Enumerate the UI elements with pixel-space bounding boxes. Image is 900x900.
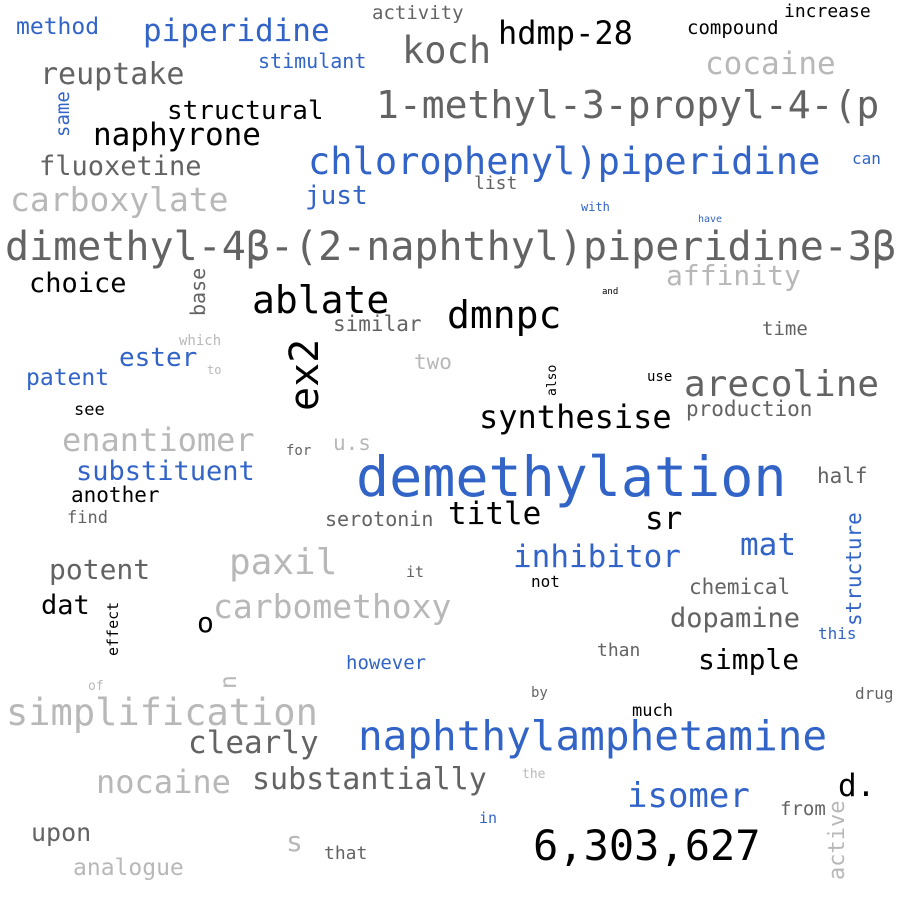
word-patent: patent (26, 365, 110, 391)
word-see: see (74, 400, 105, 420)
word-simplification: simplification (6, 691, 318, 734)
word-mat: mat (740, 527, 796, 563)
word-demethylation: demethylation (356, 445, 787, 509)
word-activity: activity (372, 2, 464, 24)
word-dimethyl-naphthyl-piperidine: dimethyl-4β-(2-naphthyl)piperidine-3β (5, 224, 897, 270)
word-naphyrone: naphyrone (93, 117, 261, 153)
word-it: it (406, 563, 425, 581)
word-sr: sr (645, 501, 683, 537)
word-with: with (581, 200, 610, 214)
word-nocaine: nocaine (96, 763, 231, 801)
word-compound: compound (687, 17, 779, 39)
word-substituent: substituent (76, 456, 255, 487)
word-structural: structural (167, 96, 324, 126)
word-time: time (762, 318, 808, 340)
word-o: o (197, 606, 214, 639)
word-use: use (647, 369, 673, 385)
word-enantiomer: enantiomer (62, 421, 255, 459)
word-have: have (698, 214, 723, 225)
word-clearly: clearly (188, 725, 319, 761)
word-by: by (531, 685, 548, 701)
word-active: active (825, 800, 850, 880)
word-inhibitor: inhibitor (513, 539, 681, 575)
word-fluoxetine: fluoxetine (39, 151, 202, 182)
word-also: also (545, 364, 560, 396)
word-however: however (346, 652, 427, 674)
word-drug: drug (855, 684, 894, 703)
word-ex2: ex2 (282, 338, 328, 411)
word-choice: choice (29, 268, 127, 299)
word-affinity: affinity (666, 259, 801, 292)
word-base: base (186, 267, 210, 316)
word-dopamine: dopamine (670, 603, 801, 634)
word-arecoline: arecoline (684, 364, 880, 405)
word-synthesise: synthesise (479, 398, 672, 436)
word-find: find (67, 508, 108, 528)
word-this: this (818, 624, 857, 643)
word-chemical: chemical (689, 575, 791, 599)
word-structure: structure (842, 512, 866, 626)
word-method: method (16, 14, 100, 40)
word-paxil: paxil (229, 542, 338, 583)
word-isomer: isomer (627, 776, 750, 816)
word-not: not (531, 572, 560, 591)
word-upon: upon (31, 818, 92, 847)
word-that: that (324, 843, 368, 864)
word-substantially: substantially (252, 762, 487, 797)
word-ablate: ablate (252, 278, 390, 322)
word-serotonin: serotonin (325, 507, 434, 531)
word-piperidine: piperidine (143, 13, 330, 49)
word-chlorophenyl-piperidine: chlorophenyl)piperidine (308, 140, 821, 183)
word-d: d. (838, 768, 876, 804)
word-in: in (479, 809, 498, 827)
word-another: another (71, 483, 160, 507)
word-reuptake: reuptake (40, 57, 185, 92)
word-hdmp-28: hdmp-28 (498, 14, 633, 52)
word-production: production (686, 397, 813, 421)
word-the: the (522, 767, 546, 782)
word-half: half (817, 464, 868, 488)
word-6-303-627: 6,303,627 (533, 821, 761, 870)
word-same: same (52, 91, 74, 137)
word-s: s (286, 825, 303, 858)
word-title: title (448, 496, 542, 532)
word-for: for (286, 443, 312, 459)
word-1-methyl-3-propyl-4-p: 1-methyl-3-propyl-4-(p (376, 83, 880, 127)
word-simple: simple (698, 643, 800, 676)
word-n: n (216, 675, 242, 689)
word-which: which (179, 333, 222, 349)
word-dat: dat (41, 590, 90, 621)
word-effect: effect (104, 601, 122, 656)
word-dmnpc: dmnpc (447, 293, 562, 337)
word-cocaine: cocaine (705, 46, 836, 82)
word-much: much (632, 701, 673, 721)
word-just: just (305, 181, 368, 211)
word-naphthylamphetamine: naphthylamphetamine (358, 712, 827, 760)
word-of: of (88, 679, 104, 694)
word-list: list (474, 173, 518, 194)
word-carboxylate: carboxylate (10, 180, 229, 219)
word-and: and (602, 287, 619, 297)
word-u-s: u.s (333, 431, 371, 455)
word-ester: ester (119, 343, 198, 373)
word-carbomethoxy: carbomethoxy (213, 587, 452, 626)
word-potent: potent (49, 553, 151, 586)
word-to: to (207, 363, 222, 377)
word-can: can (852, 149, 881, 168)
word-two: two (414, 350, 452, 374)
word-analogue: analogue (73, 855, 184, 881)
word-from: from (780, 798, 826, 820)
word-stimulant: stimulant (258, 49, 367, 73)
word-increase: increase (784, 1, 871, 22)
word-similar: similar (333, 312, 422, 336)
word-koch: koch (402, 29, 492, 72)
word-than: than (597, 640, 641, 661)
